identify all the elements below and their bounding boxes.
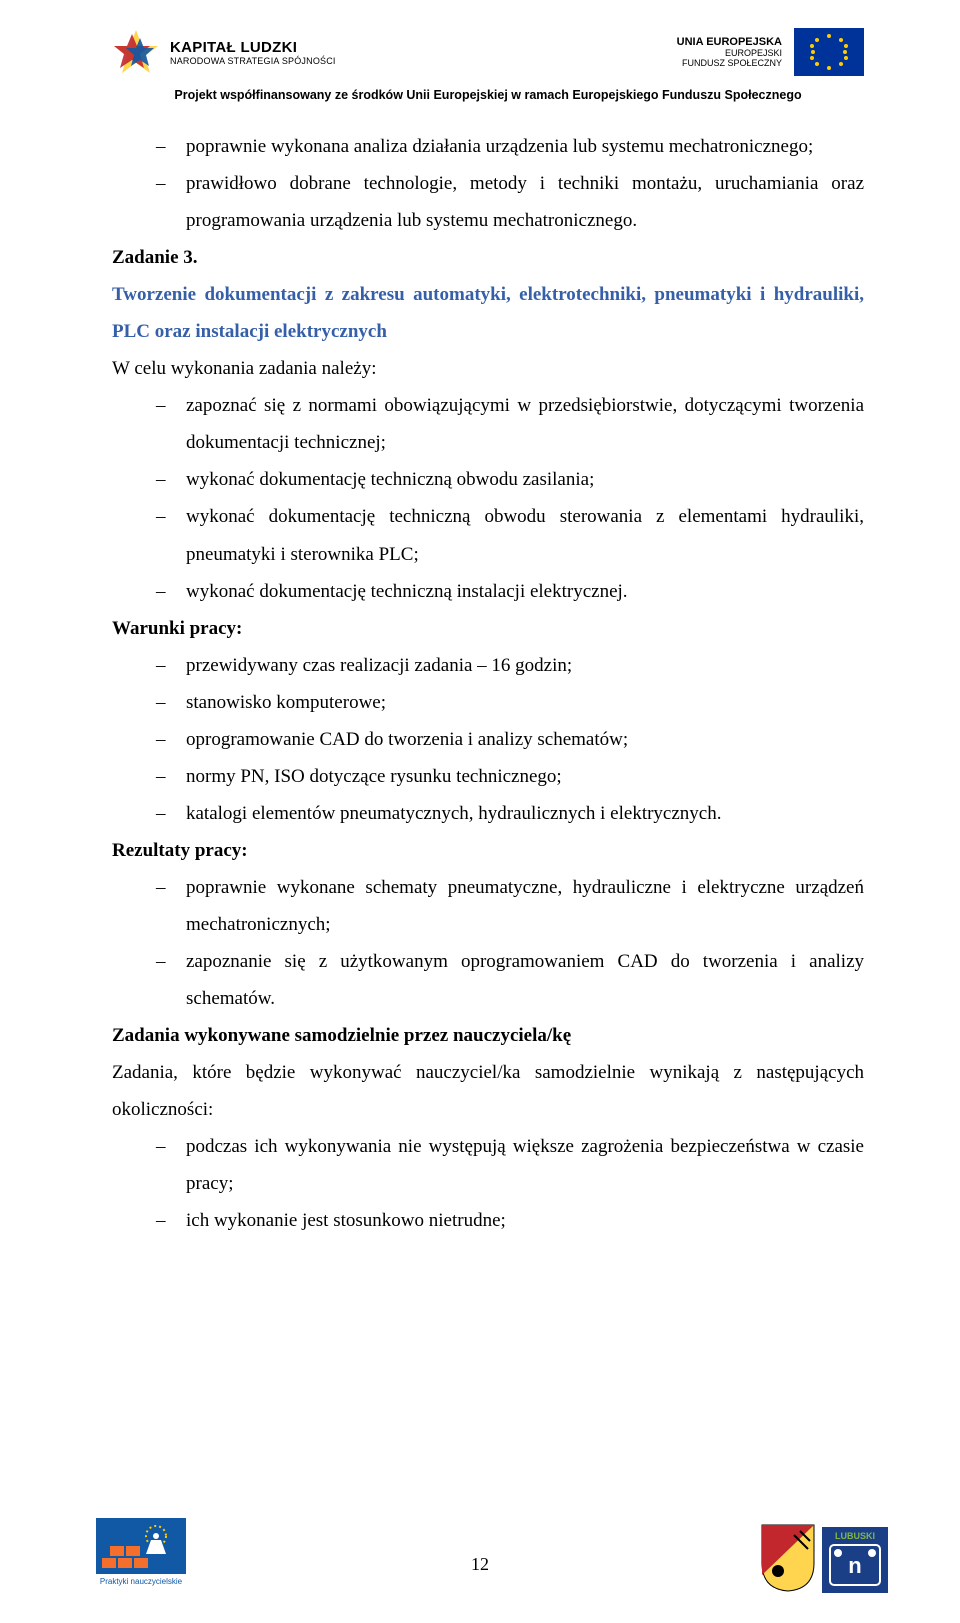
list-item: zapoznać się z normami obowiązującymi w … bbox=[156, 387, 864, 461]
project-cofinanced-line: Projekt współfinansowany ze środków Unii… bbox=[112, 88, 864, 102]
top-bullets: poprawnie wykonana analiza działania urz… bbox=[112, 128, 864, 239]
list-item: wykonać dokumentację techniczną instalac… bbox=[156, 573, 864, 610]
kapital-ludzki-logo-icon bbox=[112, 28, 160, 76]
list-item: przewidywany czas realizacji zadania – 1… bbox=[156, 647, 864, 684]
list-item: wykonać dokumentację techniczną obwodu z… bbox=[156, 461, 864, 498]
results-label: Rezultaty pracy: bbox=[112, 832, 864, 869]
kapital-ludzki-title: KAPITAŁ LUDZKI bbox=[170, 39, 336, 56]
coat-of-arms-icon bbox=[760, 1523, 816, 1593]
page-header: KAPITAŁ LUDZKI NARODOWA STRATEGIA SPÓJNO… bbox=[112, 28, 864, 76]
list-item: podczas ich wykonywania nie występują wi… bbox=[156, 1128, 864, 1202]
page-footer: Praktyki nauczycielskie 12 LUBUSKI n bbox=[0, 1503, 960, 1593]
self-heading: Zadania wykonywane samodzielnie przez na… bbox=[112, 1017, 864, 1054]
list-item: prawidłowo dobrane technologie, metody i… bbox=[156, 165, 864, 239]
task-number: Zadanie 3. bbox=[112, 239, 864, 276]
lubuski-ocn-icon: LUBUSKI n bbox=[822, 1527, 888, 1593]
task-lead-in: W celu wykonania zadania należy: bbox=[112, 350, 864, 387]
footer-right-logos: LUBUSKI n bbox=[760, 1523, 888, 1593]
list-item: zapoznanie się z użytkowanym oprogramowa… bbox=[156, 943, 864, 1017]
list-item: stanowisko komputerowe; bbox=[156, 684, 864, 721]
document-body: poprawnie wykonana analiza działania urz… bbox=[112, 128, 864, 1239]
svg-text:Praktyki nauczycielskie: Praktyki nauczycielskie bbox=[100, 1577, 183, 1586]
list-item: poprawnie wykonana analiza działania urz… bbox=[156, 128, 864, 165]
task-title: Tworzenie dokumentacji z zakresu automat… bbox=[112, 276, 864, 350]
list-item: normy PN, ISO dotyczące rysunku technicz… bbox=[156, 758, 864, 795]
header-left: KAPITAŁ LUDZKI NARODOWA STRATEGIA SPÓJNO… bbox=[112, 28, 336, 76]
results-list: poprawnie wykonane schematy pneumatyczne… bbox=[112, 869, 864, 1017]
svg-text:n: n bbox=[848, 1553, 861, 1578]
list-item: oprogramowanie CAD do tworzenia i analiz… bbox=[156, 721, 864, 758]
eu-sub1: EUROPEJSKI bbox=[677, 48, 782, 58]
list-item: ich wykonanie jest stosunkowo nietrudne; bbox=[156, 1202, 864, 1239]
eu-sub2: FUNDUSZ SPOŁECZNY bbox=[677, 58, 782, 68]
conditions-list: przewidywany czas realizacji zadania – 1… bbox=[112, 647, 864, 832]
list-item: poprawnie wykonane schematy pneumatyczne… bbox=[156, 869, 864, 943]
conditions-label: Warunki pracy: bbox=[112, 610, 864, 647]
eu-flag-icon bbox=[794, 28, 864, 76]
svg-text:LUBUSKI: LUBUSKI bbox=[835, 1531, 875, 1541]
list-item: katalogi elementów pneumatycznych, hydra… bbox=[156, 795, 864, 832]
header-right: UNIA EUROPEJSKA EUROPEJSKI FUNDUSZ SPOŁE… bbox=[677, 28, 864, 76]
praktyki-nauczycielskie-icon: Praktyki nauczycielskie bbox=[96, 1518, 186, 1588]
self-bullets: podczas ich wykonywania nie występują wi… bbox=[112, 1128, 864, 1239]
list-item: wykonać dokumentację techniczną obwodu s… bbox=[156, 498, 864, 572]
task-steps: zapoznać się z normami obowiązującymi w … bbox=[112, 387, 864, 609]
eu-title: UNIA EUROPEJSKA bbox=[677, 36, 782, 48]
kapital-ludzki-sub: NARODOWA STRATEGIA SPÓJNOŚCI bbox=[170, 56, 336, 66]
self-para: Zadania, które będzie wykonywać nauczyci… bbox=[112, 1054, 864, 1128]
